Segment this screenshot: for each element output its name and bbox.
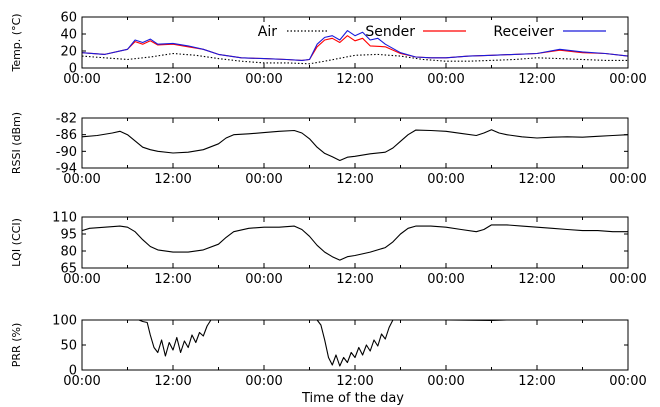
- x-tick-label: 12:00: [154, 72, 191, 87]
- y-tick-label: -90: [56, 145, 77, 160]
- x-tick-label: 12:00: [518, 374, 555, 389]
- x-tick-label: 12:00: [336, 374, 373, 389]
- plot-frame-prr: [81, 319, 629, 371]
- y-axis-title-lqi: LQI (CCI): [10, 218, 23, 267]
- y-tick-label: 100: [52, 314, 77, 329]
- y-axis-title-rssi: RSSI (dBm): [10, 112, 23, 174]
- x-tick-label: 00:00: [245, 374, 282, 389]
- x-axis-title: Time of the day: [301, 391, 404, 406]
- x-tick-label: 12:00: [336, 272, 373, 287]
- plot-frame-lqi: [81, 216, 629, 269]
- plot-frame-rssi: [81, 117, 629, 169]
- x-tick-label: 00:00: [609, 374, 646, 389]
- x-tick-label: 12:00: [154, 272, 191, 287]
- y-tick-label: 80: [60, 245, 77, 260]
- x-tick-label: 00:00: [63, 374, 100, 389]
- series-line-lqi-main: [81, 224, 628, 261]
- legend-label-air: Air: [258, 24, 277, 40]
- panel-temperature: 00:00 12:00 00:00 12:00 00:00 12:00 00:0002040…: [10, 11, 647, 88]
- x-tick-label: 00:00: [63, 272, 100, 287]
- x-tick-label: 00:00: [427, 72, 464, 87]
- series-line-temperature-air: [81, 52, 628, 65]
- y-tick-label: 50: [60, 339, 77, 354]
- y-axis-title-temperature: Temp. (°C): [10, 13, 23, 72]
- y-tick-label: 40: [60, 28, 77, 43]
- y-tick-label: -94: [56, 162, 77, 177]
- y-tick-label: 0: [69, 364, 77, 379]
- panel-prr: 00:00 12:00 00:00 12:00 00:00 12:00 00:0005010…: [10, 314, 647, 390]
- y-tick-label: 60: [60, 11, 77, 26]
- x-tick-label: 00:00: [245, 172, 282, 187]
- series-line-temperature-receiver: [81, 30, 629, 61]
- y-tick-label: 65: [60, 262, 77, 277]
- series-line-prr-main: [82, 319, 628, 367]
- y-tick-label: 95: [60, 228, 77, 243]
- legend-label-receiver: Receiver: [493, 24, 554, 40]
- y-axis-title-prr: PRR (%): [10, 323, 23, 367]
- x-tick-label: 00:00: [427, 172, 464, 187]
- x-tick-label: 12:00: [518, 72, 555, 87]
- y-tick-label: 110: [52, 211, 77, 226]
- x-tick-label: 00:00: [427, 272, 464, 287]
- x-tick-label: 12:00: [518, 272, 555, 287]
- x-tick-label: 12:00: [336, 172, 373, 187]
- x-tick-label: 12:00: [154, 374, 191, 389]
- x-tick-label: 12:00: [336, 72, 373, 87]
- y-tick-label: 0: [69, 62, 77, 77]
- panel-rssi: 00:00 12:00 00:00 12:00 00:00 12:00 00:00-94-9…: [10, 112, 647, 188]
- x-tick-label: 00:00: [427, 374, 464, 389]
- x-tick-label: 00:00: [63, 72, 100, 87]
- x-tick-label: 00:00: [609, 272, 646, 287]
- x-tick-label: 12:00: [518, 172, 555, 187]
- x-tick-label: 00:00: [609, 72, 646, 87]
- legend: Air Sender Receiver: [258, 24, 606, 40]
- panel-lqi: 00:00 12:00 00:00 12:00 00:00 12:00 00:0065809…: [10, 211, 647, 288]
- x-tick-label: 00:00: [245, 72, 282, 87]
- chart-panels: 00:00 12:00 00:00 12:00 00:00 12:00 00:0002040…: [10, 11, 647, 390]
- y-tick-label: 20: [60, 45, 77, 60]
- series-line-rssi-main: [81, 129, 629, 162]
- x-tick-label: 00:00: [245, 272, 282, 287]
- x-tick-label: 12:00: [154, 172, 191, 187]
- y-tick-label: -82: [56, 112, 77, 127]
- x-tick-label: 00:00: [63, 172, 100, 187]
- x-tick-label: 00:00: [609, 172, 646, 187]
- legend-label-sender: Sender: [365, 24, 415, 40]
- y-tick-label: -86: [56, 128, 77, 143]
